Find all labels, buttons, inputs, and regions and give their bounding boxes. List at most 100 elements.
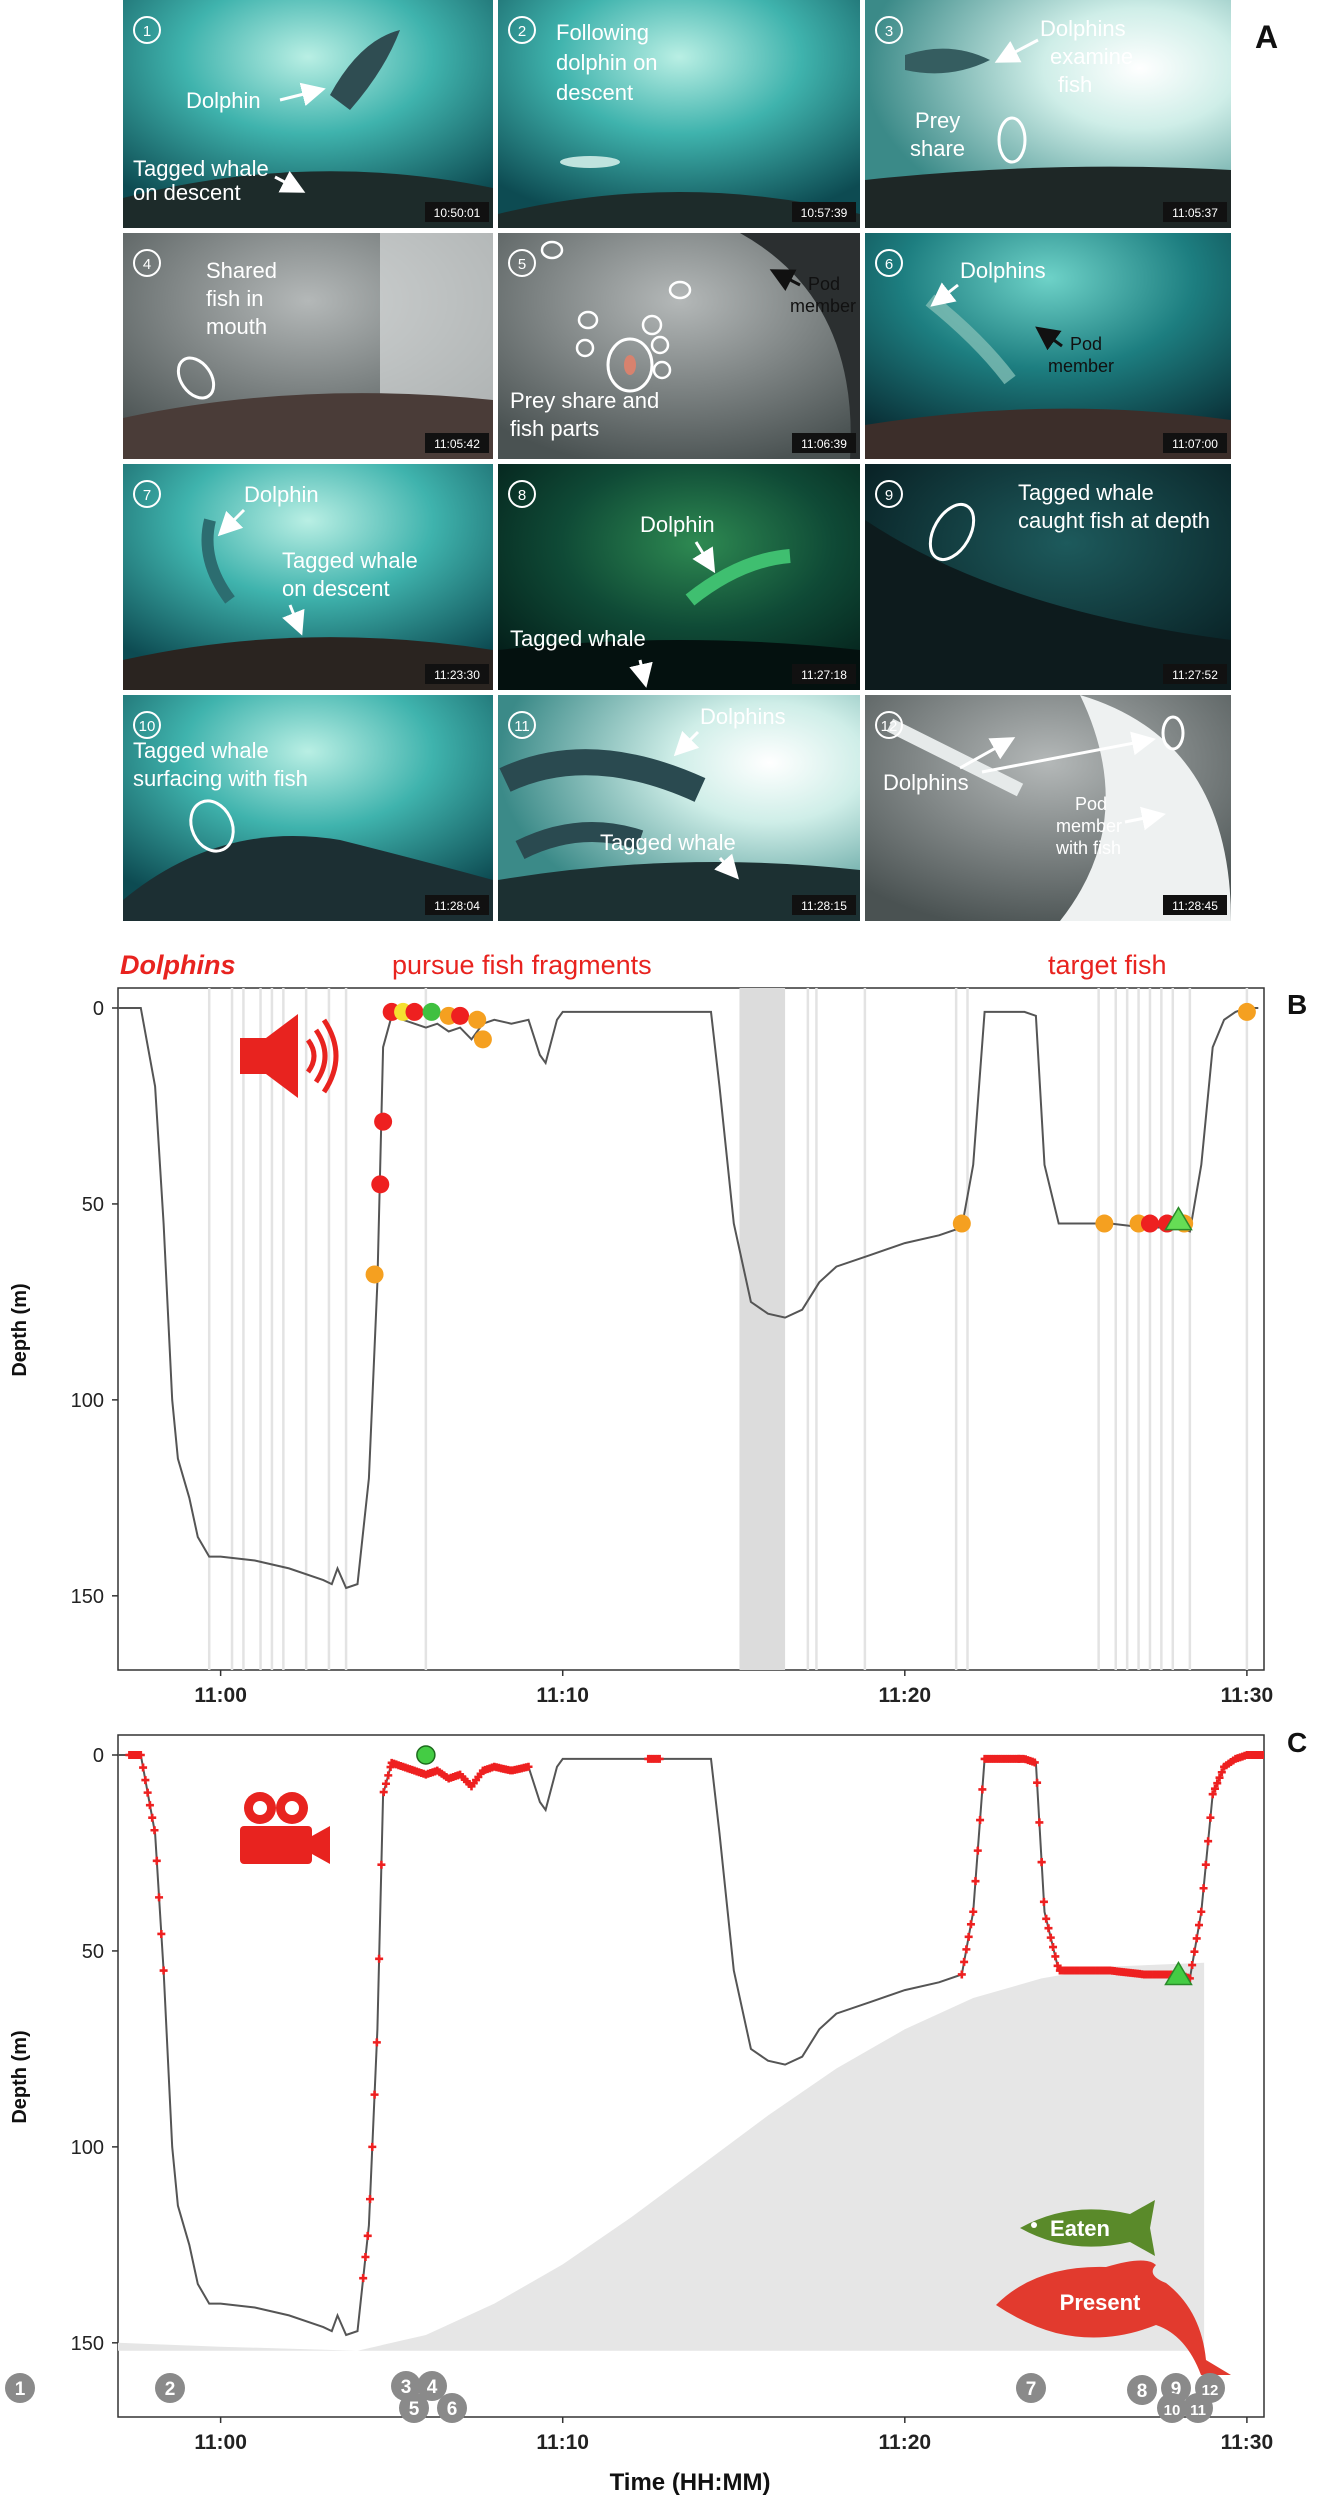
event-dot — [405, 1002, 424, 1021]
video-marker — [1217, 1768, 1226, 1777]
photo-11: Dolphins Tagged whale — [498, 695, 860, 921]
dolphin-presence-area — [118, 1962, 1205, 2351]
photo-3: Dolphins examine fish Prey share — [865, 0, 1231, 228]
annotation-dolphins: Dolphins — [120, 950, 236, 980]
video-marker — [1049, 1943, 1058, 1952]
photo-label: Pod — [808, 274, 840, 294]
photo-number-badge — [508, 16, 536, 44]
photo-number-badge — [875, 711, 903, 739]
photo-label: Dolphin — [186, 88, 261, 113]
photo-marker — [437, 2393, 467, 2423]
video-marker — [1210, 1784, 1219, 1793]
video-marker — [1042, 1914, 1051, 1923]
video-marker — [1035, 1818, 1044, 1827]
photo-number: 6 — [885, 256, 893, 273]
event-dot — [952, 1214, 971, 1233]
speaker-icon — [240, 1014, 339, 1098]
fish-eaten-legend: Eaten — [1020, 2200, 1155, 2256]
photo-marker — [417, 2371, 447, 2401]
photo-marker — [399, 2393, 429, 2423]
x-tick-label: 11:20 — [879, 2431, 932, 2454]
video-marker — [978, 1785, 987, 1794]
photo-label: Pod — [1075, 794, 1107, 814]
photo-number: 11 — [514, 718, 530, 735]
video-marker — [1188, 1961, 1197, 1970]
depth-chart-b — [118, 988, 1259, 1670]
photo-number: 9 — [885, 487, 893, 504]
video-marker — [1206, 1813, 1215, 1822]
video-marker — [366, 2195, 375, 2204]
fish-caught-triangle — [1164, 1960, 1193, 1986]
y-axis-label-b: Depth (m) — [9, 1283, 31, 1376]
photo-number: 7 — [143, 487, 151, 504]
photo-number: 5 — [518, 256, 526, 273]
video-marker — [973, 1846, 982, 1855]
y-tick-label: 100 — [71, 1390, 104, 1412]
photo-timestamp: 11:05:42 — [434, 437, 480, 451]
photo-12: Dolphins Pod member with fish — [865, 695, 1231, 921]
video-marker — [377, 1860, 386, 1869]
photo-number: 12 — [881, 718, 898, 735]
timestamp-box — [1163, 433, 1227, 453]
video-marker — [1215, 1773, 1224, 1782]
video-marker — [1033, 1778, 1042, 1787]
video-marker — [1258, 1751, 1264, 1759]
photo-marker-label: 2 — [165, 2379, 176, 2400]
video-marker — [359, 2274, 368, 2283]
video-marker — [976, 1816, 985, 1825]
photo-label: Tagged whale — [510, 626, 646, 651]
photo-8: Dolphin Tagged whale — [498, 464, 860, 690]
photo-number: 3 — [885, 23, 893, 40]
photo-number: 1 — [143, 23, 151, 40]
annotation-target: target fish — [1048, 950, 1167, 980]
photo-label: Tagged whale — [133, 738, 269, 763]
photo-label: Following — [556, 20, 649, 45]
video-marker — [143, 1788, 152, 1797]
video-marker — [1039, 1897, 1048, 1906]
video-marker — [960, 1957, 969, 1966]
photo-number-badge — [875, 16, 903, 44]
axes-c: 0 50 100 150 11:00 11:10 11:20 11:30 — [71, 1745, 1274, 2454]
photo-timestamp: 11:06:39 — [801, 437, 847, 451]
video-marker — [524, 1762, 533, 1771]
photo-marker-label: 8 — [1137, 2381, 1148, 2402]
photo-marker — [155, 2373, 185, 2403]
photo-marker-label: 11 — [1190, 2402, 1206, 2419]
photo-label: Dolphins — [700, 704, 786, 729]
video-marker — [962, 1945, 971, 1954]
annotation-pursue: pursue fish fragments — [392, 950, 652, 980]
photo-number-badge — [875, 249, 903, 277]
video-marker — [368, 2142, 377, 2151]
photo-label: on descent — [133, 180, 241, 205]
fish-caught-triangle — [1164, 1206, 1193, 1231]
photo-7: Dolphin Tagged whale on descent — [123, 464, 493, 690]
event-dot — [451, 1006, 470, 1025]
photo-label: Tagged whale — [282, 548, 418, 573]
photo-marker — [1157, 2393, 1187, 2423]
photo-2: Following dolphin on descent — [498, 0, 860, 228]
video-marker — [1195, 1921, 1203, 1930]
x-tick-label: 11:10 — [536, 1684, 589, 1707]
photo-label: member — [1048, 356, 1114, 376]
photo-timestamp: 11:28:15 — [801, 899, 847, 913]
photo-marker — [1127, 2375, 1157, 2405]
photo-marker — [5, 2373, 35, 2403]
video-marker — [155, 1893, 164, 1902]
photo-marker-label: 10 — [1164, 2402, 1181, 2419]
photo-label: member — [1056, 816, 1122, 836]
y-tick-label: 100 — [71, 2137, 104, 2159]
photo-label: dolphin on — [556, 50, 658, 75]
depth-chart-c — [118, 1745, 1264, 2351]
y-axis-label-c: Depth (m) — [9, 2030, 31, 2123]
event-dot — [1237, 1002, 1256, 1021]
photo-label: Tagged whale — [133, 156, 269, 181]
video-marker — [964, 1932, 973, 1941]
photo-timestamp: 11:23:30 — [434, 668, 480, 682]
photo-number-badge — [133, 249, 161, 277]
video-marker — [1201, 1860, 1210, 1869]
photo-timestamp: 11:07:00 — [1172, 437, 1218, 451]
photo-timestamp: 11:28:45 — [1172, 899, 1218, 913]
photo-marker-label: 6 — [447, 2399, 458, 2420]
photo-label: examine — [1050, 44, 1133, 69]
